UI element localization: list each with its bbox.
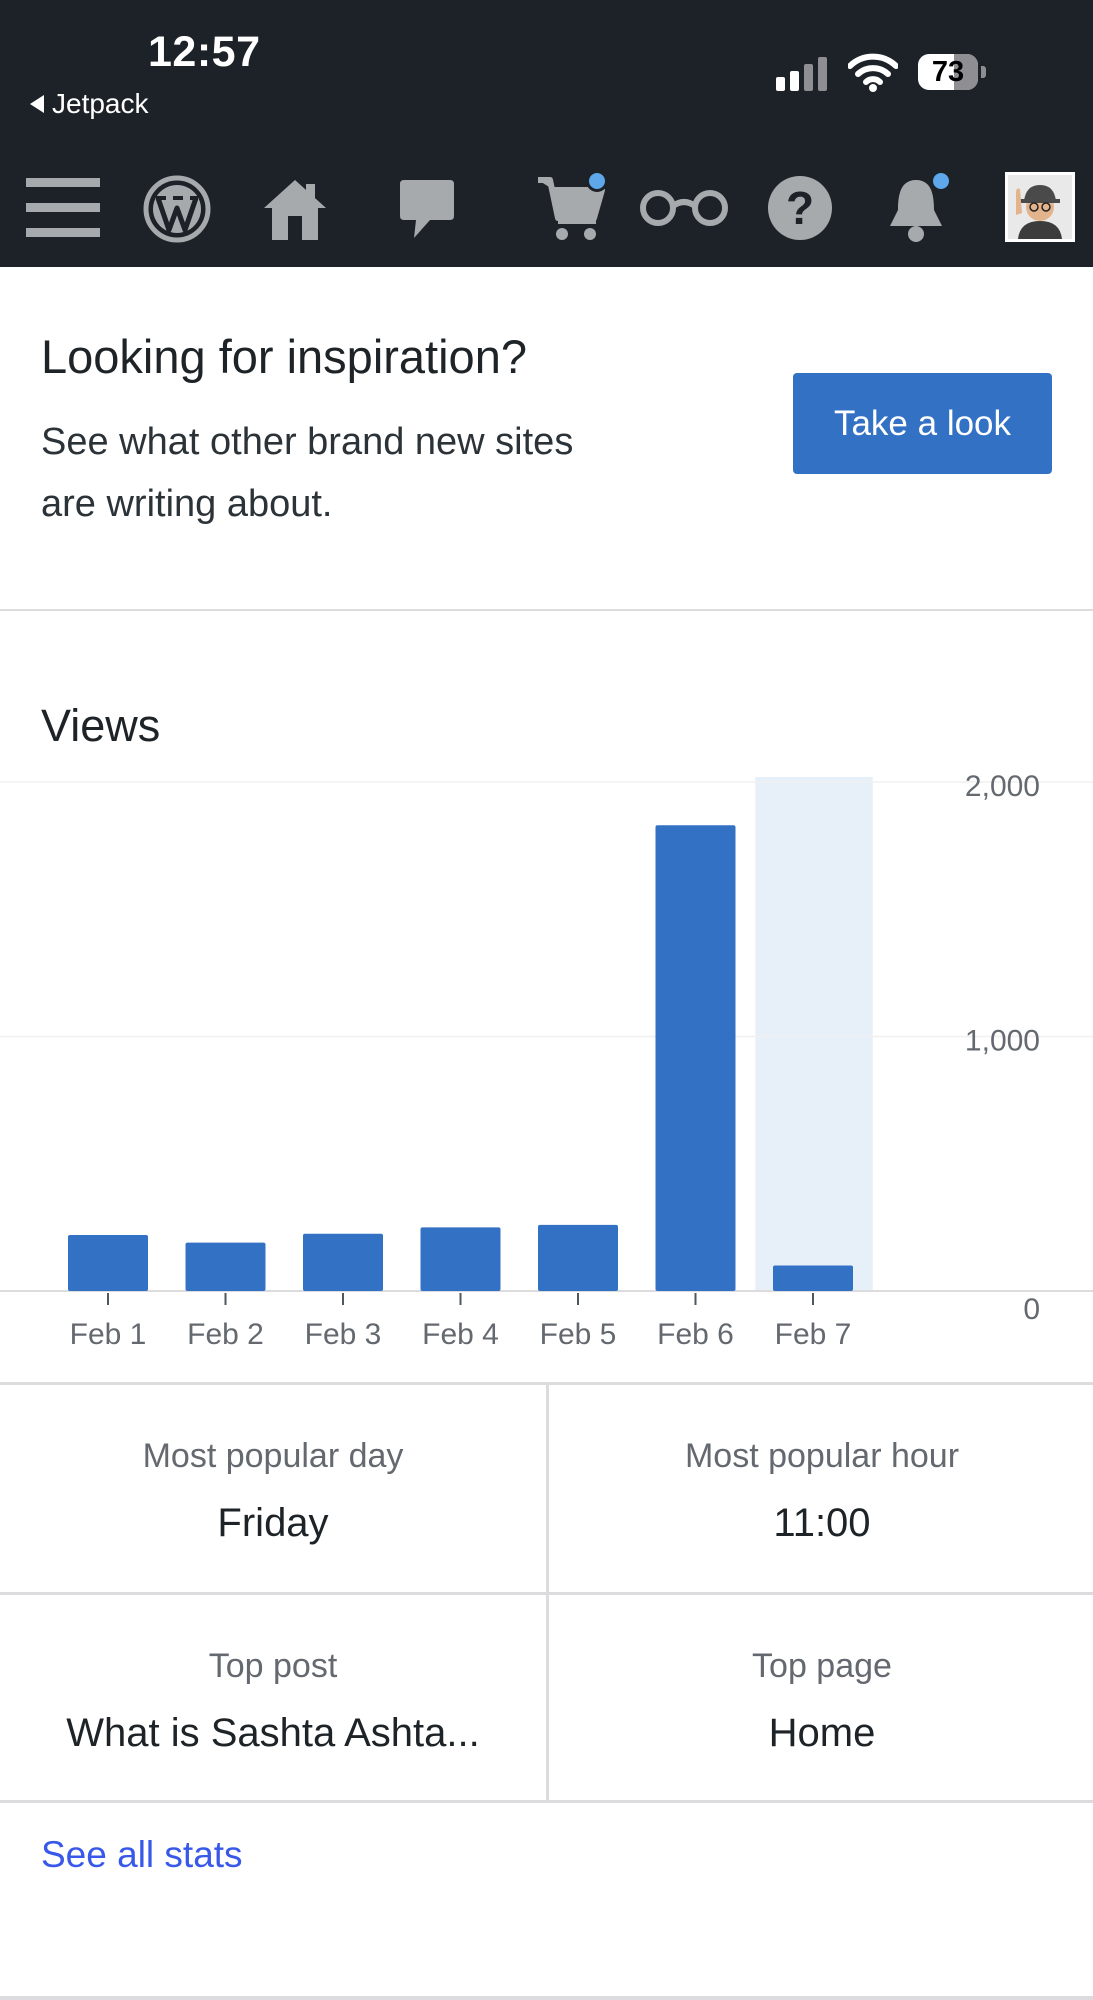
y-tick-label: 1,000 (965, 1025, 1040, 1058)
top-post[interactable]: Top post What is Sashta Ashta... (0, 1595, 546, 1803)
views-bar[interactable] (68, 1235, 148, 1291)
cart-badge (586, 170, 608, 192)
views-title: Views (41, 700, 161, 751)
most-popular-day: Most popular day Friday (0, 1385, 546, 1593)
stats-highlights: Most popular day Friday Most popular hou… (0, 1382, 1093, 1803)
notifications-badge (930, 170, 952, 192)
back-app-label: Jetpack (52, 88, 149, 119)
most-popular-hour: Most popular hour 11:00 (549, 1385, 1093, 1593)
back-to-app-link[interactable]: Jetpack (30, 88, 149, 120)
y-tick-label: 2,000 (965, 770, 1040, 803)
inspiration-title: Looking for inspiration? (41, 330, 527, 383)
x-tick-label: Feb 6 (657, 1318, 734, 1351)
battery-tip (981, 66, 986, 78)
comment-icon[interactable] (398, 178, 456, 242)
avatar[interactable] (1005, 172, 1075, 242)
selected-period-highlight (755, 777, 873, 1291)
views-bar[interactable] (655, 825, 736, 1291)
see-all-stats-link[interactable]: See all stats (41, 1834, 243, 1875)
x-tick-label: Feb 1 (70, 1318, 147, 1351)
highlight-label: Most popular day (142, 1437, 404, 1475)
views-chart[interactable]: 2,000 1,000 0 Feb 1 Feb 2 Feb 3 Feb 4 Feb 5 Feb … (0, 760, 1093, 1380)
top-page[interactable]: Top page Home (549, 1595, 1093, 1803)
wordpress-icon[interactable] (142, 174, 212, 244)
highlight-value[interactable]: What is Sashta Ashta... (66, 1711, 480, 1755)
memoji-avatar-icon (1008, 175, 1072, 239)
highlight-label: Most popular hour (684, 1437, 960, 1475)
views-bar[interactable] (303, 1233, 383, 1291)
inspiration-card: Looking for inspiration? See what other … (0, 267, 1093, 611)
views-bar[interactable] (538, 1224, 618, 1291)
inspiration-text: See what other brand new sites are writi… (41, 421, 574, 525)
bottom-divider (0, 1996, 1093, 2000)
battery-icon: 73 (918, 54, 978, 90)
home-icon[interactable] (262, 176, 328, 242)
notifications-icon[interactable] (886, 176, 946, 244)
y-tick-label: 0 (1023, 1293, 1040, 1326)
x-tick-label: Feb 7 (775, 1318, 852, 1351)
views-bar[interactable] (185, 1242, 266, 1291)
wifi-icon (848, 53, 898, 92)
x-tick-label: Feb 3 (305, 1318, 382, 1351)
take-a-look-button[interactable]: Take a look (793, 373, 1052, 474)
status-time: 12:57 (148, 28, 261, 76)
highlight-label: Top post (208, 1647, 338, 1685)
grid-divider-bottom (0, 1800, 1093, 1803)
top-bar: 12:57 Jetpack 73 (0, 0, 1093, 267)
x-tick-label: Feb 4 (422, 1318, 499, 1351)
reader-icon[interactable] (638, 188, 730, 228)
grid-divider-horizontal (0, 1592, 1093, 1595)
svg-text:?: ? (786, 182, 814, 234)
cellular-signal-icon (776, 57, 827, 91)
highlight-value: 11:00 (773, 1501, 871, 1545)
highlight-value: Friday (217, 1501, 329, 1545)
back-arrow-icon (30, 95, 44, 113)
views-bar[interactable] (420, 1227, 501, 1291)
battery-percent: 73 (931, 56, 965, 88)
views-bar-chart[interactable]: 2,000 1,000 0 Feb 1 Feb 2 Feb 3 Feb 4 Feb 5 Feb … (0, 760, 1093, 1380)
highlight-label: Top page (752, 1647, 892, 1685)
highlight-value[interactable]: Home (768, 1711, 876, 1755)
x-tick-label: Feb 5 (540, 1318, 617, 1351)
menu-icon[interactable] (26, 176, 100, 240)
x-tick-label: Feb 2 (187, 1318, 264, 1351)
help-icon[interactable]: ? (766, 174, 834, 242)
views-bar[interactable] (773, 1265, 853, 1291)
